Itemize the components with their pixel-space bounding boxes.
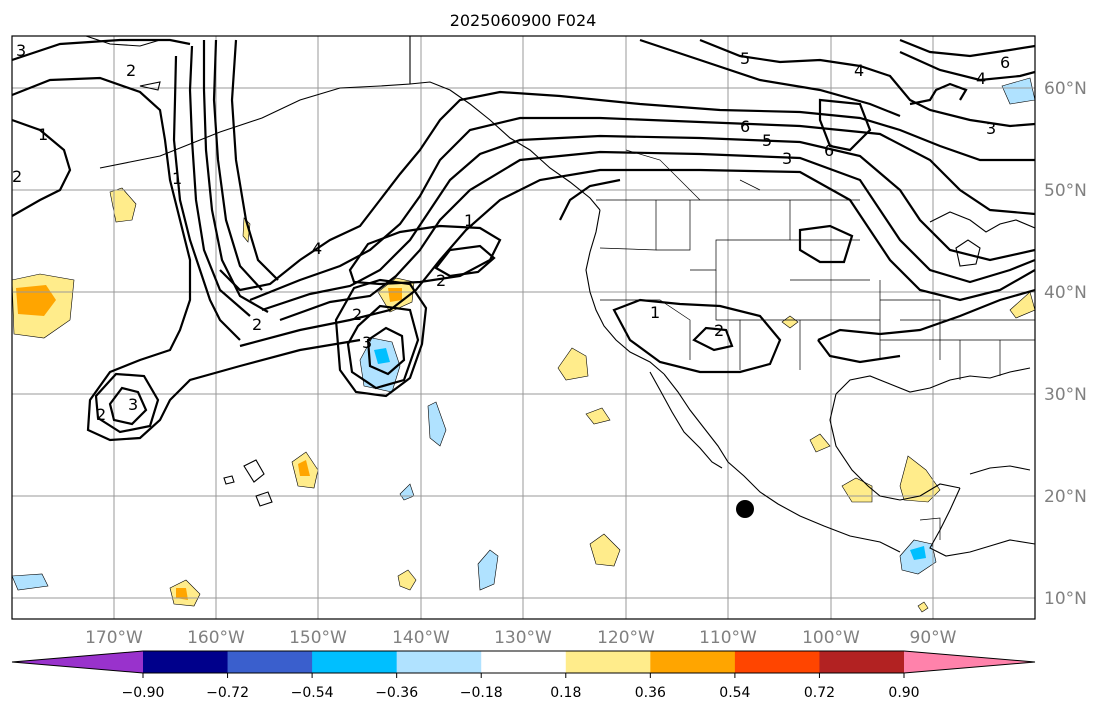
colorbar-tick-label: 0.72 <box>804 685 835 701</box>
colorbar-tick-label: −0.54 <box>291 685 334 701</box>
lat-label: 30°N <box>1044 385 1087 405</box>
colorbar-segment <box>819 651 905 673</box>
political-borders <box>596 149 1035 540</box>
lon-label: 130°W <box>494 628 552 648</box>
colorbar-segment <box>565 651 651 673</box>
contour-labels: 3 2 1 2 1 4 2 2 3 1 2 2 3 1 2 5 4 4 6 6 … <box>12 41 1010 424</box>
map-frame <box>11 35 1036 620</box>
contour-label: 2 <box>12 167 22 186</box>
latitude-labels: 60°N 50°N 40°N 30°N 20°N 10°N <box>1044 79 1087 609</box>
lon-label: 100°W <box>802 628 860 648</box>
contour-label: 3 <box>986 119 996 138</box>
contour-label: 2 <box>352 305 362 324</box>
lat-label: 10°N <box>1044 589 1087 609</box>
colorbar-segment <box>650 651 736 673</box>
colorbar-segment <box>227 651 313 673</box>
colorbar-segment <box>12 651 143 673</box>
contour-label: 4 <box>976 69 986 88</box>
contour-label: 2 <box>714 321 724 340</box>
contour-label: 5 <box>740 49 750 68</box>
contour-label: 2 <box>96 405 106 424</box>
lon-label: 150°W <box>289 628 347 648</box>
colorbar-tick-label: 0.54 <box>719 685 750 701</box>
map-title: 2025060900 F024 <box>450 11 597 30</box>
contour-lines <box>12 38 1035 442</box>
lat-label: 60°N <box>1044 79 1087 99</box>
lon-label: 140°W <box>392 628 450 648</box>
colorbar-tick-label: 0.18 <box>550 685 581 701</box>
contour-label: 3 <box>782 149 792 168</box>
lon-label: 110°W <box>699 628 757 648</box>
contour-label: 1 <box>172 169 182 188</box>
contour-label: 6 <box>824 141 834 160</box>
contour-label: 1 <box>650 303 660 322</box>
lat-label: 40°N <box>1044 283 1087 303</box>
contour-label: 4 <box>312 239 322 258</box>
contour-label: 5 <box>762 131 772 150</box>
colorbar-tick-label: −0.72 <box>206 685 249 701</box>
colorbar-segment <box>143 651 229 673</box>
contour-label: 2 <box>252 315 262 334</box>
lon-label: 170°W <box>85 628 143 648</box>
colorbar-tick-label: −0.36 <box>375 685 418 701</box>
coastlines <box>85 36 1035 557</box>
contour-label: 1 <box>38 125 48 144</box>
lon-label: 90°W <box>910 628 957 648</box>
contour-label: 3 <box>16 41 26 60</box>
gridlines <box>12 36 1035 619</box>
colorbar-tick-label: 0.90 <box>888 685 919 701</box>
lon-label: 120°W <box>597 628 655 648</box>
colorbar-segment <box>904 651 1035 673</box>
lon-label: 160°W <box>187 628 245 648</box>
colorbar-tick-label: −0.90 <box>122 685 165 701</box>
location-marker <box>736 500 754 518</box>
longitude-labels: 170°W 160°W 150°W 140°W 130°W 120°W 110°… <box>85 628 957 648</box>
contour-label: 2 <box>436 271 446 290</box>
shaded-anomalies <box>12 77 1035 613</box>
contour-label: 4 <box>854 61 864 80</box>
colorbar-segment <box>734 651 820 673</box>
colorbar-segment <box>396 651 482 673</box>
contour-label: 3 <box>362 333 372 352</box>
colorbar-tick-label: −0.18 <box>460 685 503 701</box>
contour-label: 6 <box>1000 53 1010 72</box>
contour-label: 2 <box>126 61 136 80</box>
map-area: 3 2 1 2 1 4 2 2 3 1 2 2 3 1 2 5 4 4 6 6 … <box>12 36 1035 619</box>
colorbar-segment <box>312 651 398 673</box>
lat-label: 20°N <box>1044 487 1087 507</box>
colorbar: −0.90 −0.72 −0.54 −0.36 −0.18 0.18 0.36 0.54 0.7… <box>11 650 1036 701</box>
contour-label: 1 <box>464 211 474 230</box>
contour-label: 3 <box>128 395 138 414</box>
lat-label: 50°N <box>1044 181 1087 201</box>
contour-label: 6 <box>740 117 750 136</box>
colorbar-segment <box>481 651 567 673</box>
colorbar-tick-label: 0.36 <box>635 685 666 701</box>
